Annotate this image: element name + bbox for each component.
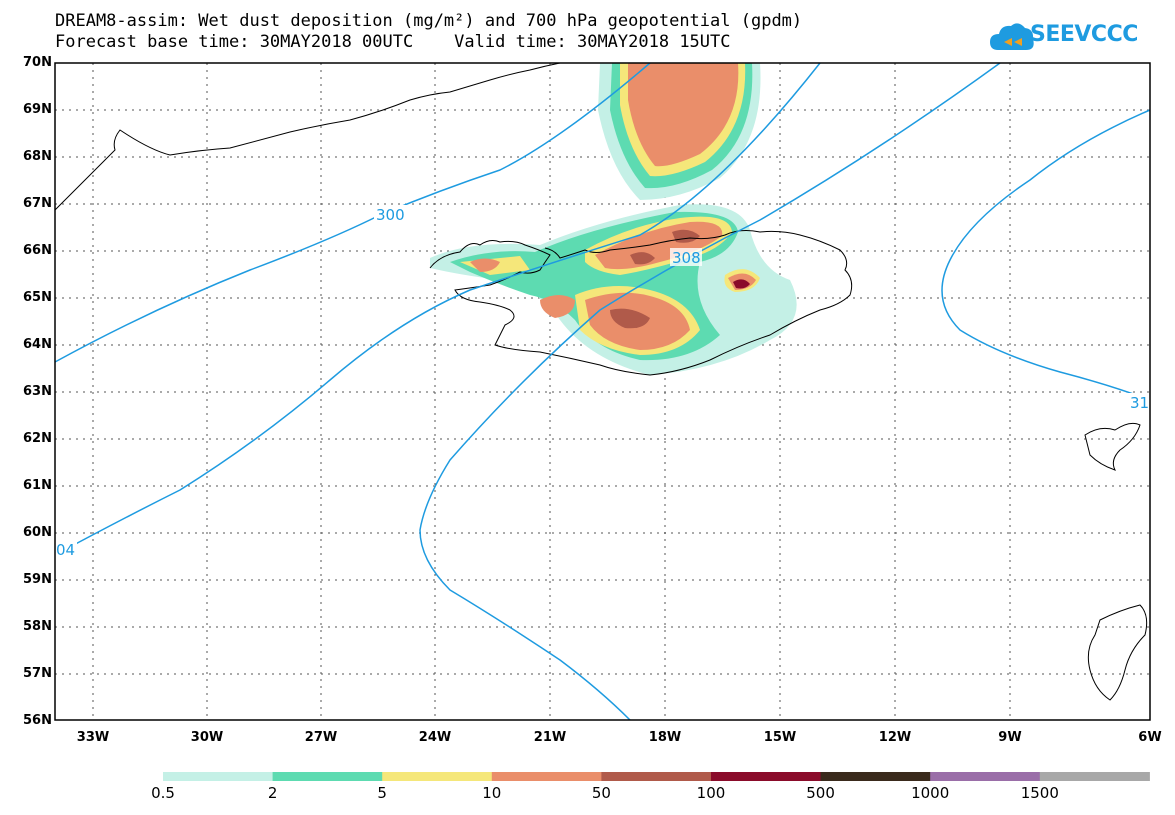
contour-label-312: 31 <box>1130 394 1149 412</box>
cloud-icon <box>990 23 1034 50</box>
lat-label: 64N <box>23 337 52 352</box>
lat-label: 67N <box>23 196 52 211</box>
colorbar-label: 1500 <box>1020 784 1059 802</box>
lon-label: 30W <box>190 730 224 745</box>
colorbar-label: 1000 <box>911 784 950 802</box>
lat-label: 70N <box>23 55 52 70</box>
coastlines <box>54 62 1148 701</box>
colorbar-swatch <box>711 772 822 781</box>
lon-label: 27W <box>304 730 338 745</box>
lon-label: 21W <box>533 730 567 745</box>
colorbar-label: 10 <box>482 784 502 802</box>
colorbar-label: 500 <box>806 784 835 802</box>
lon-label: 33W <box>76 730 110 745</box>
lat-label: 66N <box>23 243 52 258</box>
colorbar <box>163 772 1150 781</box>
contour-label-300: 300 <box>376 206 405 224</box>
lon-label: 12W <box>878 730 912 745</box>
lat-label: 58N <box>23 619 52 634</box>
colorbar-swatch <box>820 772 931 781</box>
colorbar-swatch <box>272 772 383 781</box>
lon-label: 18W <box>648 730 682 745</box>
map-subtitle: Forecast base time: 30MAY2018 00UTC Vali… <box>55 32 731 52</box>
lon-label: 9W <box>998 730 1022 745</box>
lat-label: 57N <box>23 666 52 681</box>
dust-deposition-field <box>430 63 797 375</box>
colorbar-label: 100 <box>696 784 726 802</box>
colorbar-swatch <box>491 772 602 781</box>
lat-label: 65N <box>23 290 52 305</box>
contour-labels: 300 308 04 31 <box>55 205 1150 559</box>
lon-label: 15W <box>763 730 797 745</box>
lat-label: 56N <box>23 713 52 728</box>
lat-label: 60N <box>23 525 52 540</box>
contour-label-308: 308 <box>672 249 701 267</box>
colorbar-swatch <box>163 772 274 781</box>
graticule <box>55 63 1150 720</box>
colorbar-swatch <box>601 772 712 781</box>
colorbar-swatch <box>1039 772 1150 781</box>
lat-label: 69N <box>23 102 52 117</box>
lat-label: 62N <box>23 431 52 446</box>
colorbar-label: 5 <box>377 784 387 802</box>
seevccc-logo: SEEVCCC <box>1030 22 1138 47</box>
map-frame <box>54 62 1151 721</box>
colorbar-label: 50 <box>591 784 611 802</box>
lat-label: 59N <box>23 572 52 587</box>
lat-label: 61N <box>23 478 52 493</box>
colorbar-label: 0.5 <box>151 784 175 802</box>
lat-label: 68N <box>23 149 52 164</box>
colorbar-label: 2 <box>267 784 278 802</box>
colorbar-swatch <box>382 772 493 781</box>
colorbar-swatch <box>930 772 1041 781</box>
map-title: DREAM8-assim: Wet dust deposition (mg/m²… <box>55 11 803 31</box>
contour-label-304: 04 <box>56 541 75 559</box>
lon-label: 6W <box>1138 730 1162 745</box>
lon-label: 24W <box>418 730 452 745</box>
lat-label: 63N <box>23 384 52 399</box>
